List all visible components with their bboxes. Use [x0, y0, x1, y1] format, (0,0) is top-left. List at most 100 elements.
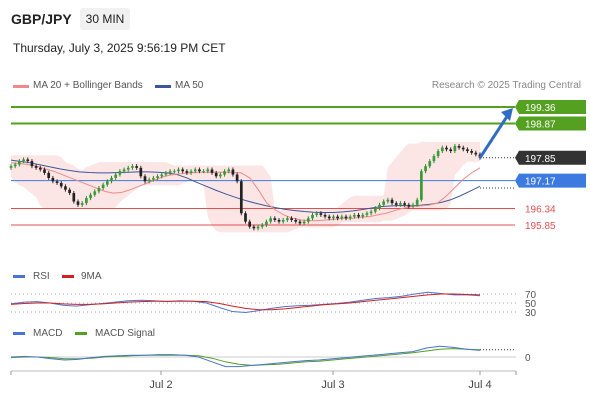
candle-body — [436, 151, 440, 157]
candle-body — [156, 176, 159, 178]
candle-body — [13, 164, 17, 167]
target-arrow-shaft — [478, 114, 510, 159]
candle-body — [239, 181, 243, 214]
candle-body — [206, 169, 210, 172]
pivot-price-label: 197.17 — [525, 177, 556, 188]
last-price-tag — [515, 150, 586, 165]
rsi-legend-swatch — [13, 275, 25, 278]
candle-body — [265, 221, 268, 225]
candle-body — [210, 169, 214, 173]
candle-body — [114, 174, 118, 178]
candle-body — [101, 184, 105, 189]
rsi-tick-label: 70 — [525, 290, 537, 301]
candle-body — [68, 189, 71, 194]
candle-body — [344, 216, 348, 219]
candle-body — [152, 177, 155, 180]
candle-body — [269, 218, 272, 222]
candle-body — [227, 169, 231, 172]
candle-body — [38, 167, 42, 170]
candle-body — [9, 166, 13, 168]
candle-body — [214, 172, 218, 177]
candle-body — [135, 166, 138, 168]
candle-body — [378, 204, 381, 209]
candle-body — [336, 216, 339, 219]
target-price-label: 199.36 — [525, 103, 556, 114]
ma20-legend-swatch — [13, 85, 29, 88]
candle-body — [369, 211, 373, 214]
candle-body — [97, 188, 101, 192]
support-price-label: 196.34 — [525, 205, 556, 216]
macd-tick-label: 0 — [525, 353, 531, 364]
candle-body — [424, 166, 427, 172]
candle-body — [126, 167, 130, 170]
candle-body — [26, 159, 30, 162]
candle-body — [399, 203, 402, 205]
candle-body — [231, 169, 235, 175]
candle-body — [273, 218, 277, 220]
candle-body — [110, 177, 113, 182]
credit-text: Research © 2025 Trading Central — [431, 80, 581, 91]
candle-body — [260, 225, 264, 227]
candle-body — [118, 171, 122, 175]
candle-body — [457, 145, 461, 148]
rsi-ma-line — [10, 293, 481, 311]
x-tick-label: Jul 4 — [468, 379, 491, 391]
candle-body — [382, 201, 386, 205]
candle-body — [474, 152, 478, 155]
candle-body — [47, 172, 51, 178]
candle-body — [361, 214, 365, 217]
candle-body — [30, 161, 34, 167]
candle-body — [453, 145, 457, 152]
support-price-label: 195.85 — [525, 221, 556, 232]
candle-body — [89, 194, 92, 199]
candle-body — [139, 167, 143, 177]
symbol-title: GBP/JPY — [11, 11, 72, 27]
candle-body — [302, 221, 306, 224]
candle-body — [323, 214, 327, 217]
rsi-line — [10, 291, 481, 313]
candle-body — [461, 147, 465, 150]
candle-body — [327, 216, 331, 219]
candle-body — [55, 181, 59, 183]
candle-body — [193, 169, 197, 172]
candle-body — [202, 171, 205, 173]
candle-body — [373, 208, 377, 212]
candle-body — [18, 161, 21, 165]
candle-body — [432, 156, 436, 162]
candle-body — [353, 214, 356, 217]
rsi-ma-legend-swatch — [62, 275, 74, 278]
candle-body — [131, 166, 134, 168]
candle-body — [105, 181, 109, 185]
candle-body — [311, 214, 314, 219]
candle-body — [80, 203, 84, 205]
candle-body — [348, 216, 352, 219]
ma50-line — [10, 159, 481, 214]
candle-body — [386, 199, 390, 202]
candle-body — [449, 149, 453, 152]
candle-body — [22, 159, 25, 162]
candle-body — [172, 171, 176, 173]
candle-body — [59, 182, 63, 187]
candle-body — [219, 174, 222, 177]
candle-body — [411, 204, 415, 207]
ma20-line — [10, 162, 481, 222]
x-tick-label: Jul 3 — [321, 379, 344, 391]
candle-body — [185, 171, 189, 173]
macd-legend-label: MACD — [33, 328, 63, 339]
candle-body — [93, 191, 97, 195]
ma50-legend-label: MA 50 — [175, 80, 204, 91]
candle-body — [286, 218, 289, 220]
target-price-tag — [515, 100, 586, 114]
macd-signal-legend-swatch — [75, 332, 87, 335]
candle-body — [223, 171, 226, 175]
candle-body — [256, 226, 260, 229]
candle-body — [340, 216, 344, 219]
x-tick-label: Jul 2 — [149, 379, 172, 391]
target-price-label: 198.87 — [525, 119, 556, 130]
candle-body — [281, 219, 285, 222]
pivot-price-tag — [515, 173, 586, 188]
candle-body — [76, 201, 80, 205]
candle-body — [332, 216, 335, 219]
timeframe-button[interactable]: 30 MIN — [80, 8, 130, 30]
